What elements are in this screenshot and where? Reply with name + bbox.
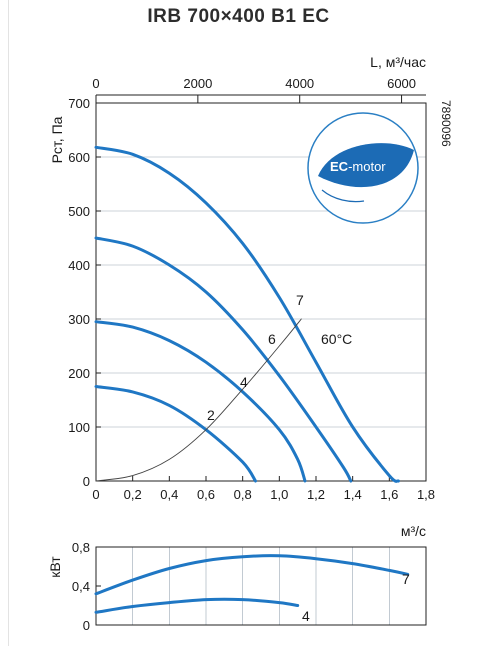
top-tick-label: 2000 (183, 76, 212, 91)
y-tick-label: 300 (68, 312, 90, 327)
power-y-tick-labels: 0 0,4 0,8 (72, 540, 90, 633)
x-tick-label: 0,2 (124, 487, 142, 502)
x-tick-label: 0 (92, 487, 99, 502)
x-tick-label: 0,8 (234, 487, 252, 502)
curve-label-2: 2 (207, 407, 215, 423)
page-title: IRB 700×400 B1 EC (147, 6, 330, 27)
flow-unit-label: м³/с (401, 523, 426, 539)
badge-motor-text: -motor (348, 159, 386, 174)
top-axis-label: L, м³/час (370, 54, 426, 70)
x-tick-label: 1,8 (417, 487, 435, 502)
power-y-tick-label: 0,4 (72, 579, 90, 594)
top-tick-label: 6000 (387, 76, 416, 91)
main-axis-ticks (95, 94, 427, 482)
ec-motor-badge: EC-motor (307, 112, 419, 224)
x-tick-label: 1,4 (344, 487, 362, 502)
x-tick-label: 1,6 (380, 487, 398, 502)
y-tick-label: 600 (68, 150, 90, 165)
y-tick-label: 500 (68, 204, 90, 219)
power-curve-label-7: 7 (402, 571, 410, 587)
badge-ec-text: EC (330, 159, 349, 174)
main-x-tick-labels: 0 0,2 0,4 0,6 0,8 1,0 1,2 1,4 1,6 1,8 (92, 487, 435, 502)
main-plot-frame (95, 102, 427, 482)
power-axis-label: кВт (47, 556, 63, 578)
main-grid-lines (96, 156, 426, 428)
x-tick-label: 1,0 (270, 487, 288, 502)
pressure-curve-6 (94, 236, 353, 483)
y-tick-label: 100 (68, 420, 90, 435)
main-top-tick-labels: 0 2000 4000 6000 (92, 76, 416, 91)
svg-text:EC-motor: EC-motor (330, 159, 386, 174)
product-code: 7890096 (439, 100, 453, 147)
system-curve (95, 318, 302, 482)
x-tick-label: 1,2 (307, 487, 325, 502)
curve-label-6: 6 (268, 331, 276, 347)
y-axis-label: Рст, Па (49, 116, 65, 163)
power-grid-lines (132, 547, 390, 625)
top-tick-label: 0 (92, 76, 99, 91)
curve-label-7: 7 (296, 292, 304, 308)
power-axis-ticks (96, 546, 101, 626)
main-y-tick-labels: 0 100 200 300 400 500 600 700 (68, 96, 90, 489)
x-tick-label: 0,6 (197, 487, 215, 502)
pressure-curve-7 (94, 145, 400, 483)
top-tick-label: 4000 (285, 76, 314, 91)
power-y-tick-label: 0,8 (72, 540, 90, 555)
curve-label-4: 4 (240, 374, 248, 390)
temperature-annotation: 60°C (321, 331, 352, 347)
y-tick-label: 700 (68, 96, 90, 111)
y-tick-label: 200 (68, 366, 90, 381)
power-curve-label-4: 4 (302, 608, 310, 624)
power-series-group (94, 554, 410, 614)
main-series-group (94, 145, 400, 483)
y-tick-label: 400 (68, 258, 90, 273)
power-curve-7 (94, 554, 410, 596)
x-tick-label: 0,4 (160, 487, 178, 502)
pressure-curve-2 (94, 385, 257, 483)
left-border-rule (8, 0, 9, 646)
power-y-tick-label: 0 (83, 618, 90, 633)
power-curve-4 (94, 597, 300, 614)
y-tick-label: 0 (83, 474, 90, 489)
pressure-curve-4 (94, 320, 307, 483)
power-plot-frame (95, 546, 427, 626)
